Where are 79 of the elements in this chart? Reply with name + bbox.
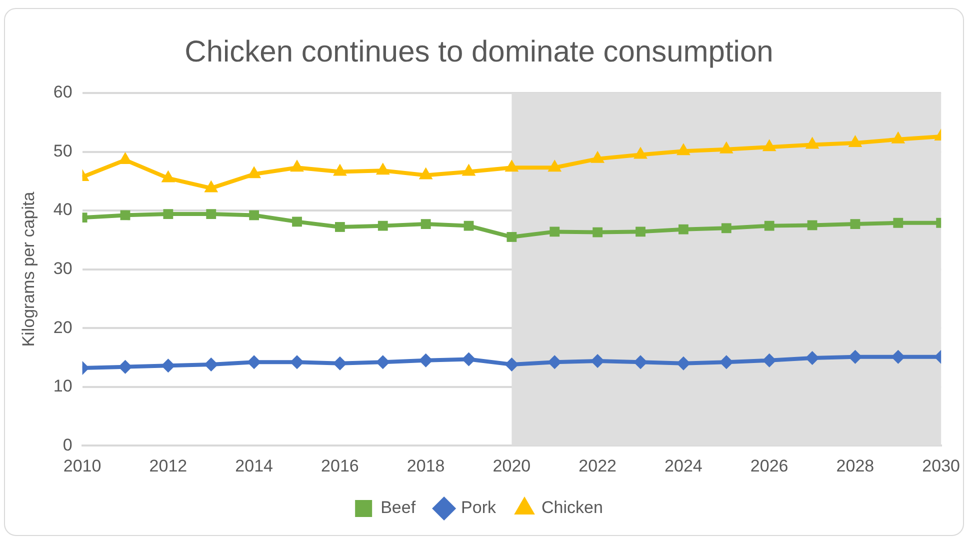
point (292, 216, 302, 227)
point (204, 358, 218, 372)
point (848, 134, 862, 147)
point (462, 164, 476, 176)
point (506, 232, 517, 242)
point (676, 143, 690, 156)
point (249, 210, 260, 220)
x-tick-label: 2028 (836, 456, 874, 476)
point (290, 355, 304, 370)
point (721, 223, 732, 234)
point (634, 355, 648, 370)
point (848, 350, 862, 364)
point (161, 170, 176, 182)
point (332, 356, 347, 370)
point (850, 219, 860, 229)
point (719, 141, 734, 154)
x-tick-label: 2014 (235, 456, 273, 476)
point (807, 220, 818, 230)
point (762, 353, 776, 368)
legend-label: Chicken (542, 498, 603, 518)
x-tick-label: 2018 (406, 456, 445, 476)
x-tick-label: 2022 (578, 456, 616, 476)
x-tick-label: 2024 (664, 456, 702, 476)
point (462, 352, 476, 366)
point (636, 226, 646, 237)
y-axis-title: Kilograms per capita (18, 191, 38, 347)
y-tick-label: 30 (53, 258, 72, 278)
point (206, 209, 216, 220)
chart-title: Chicken continues to dominate consumption (184, 35, 774, 68)
y-tick-label: 0 (62, 435, 72, 454)
point (376, 355, 390, 370)
point (333, 164, 347, 176)
point (676, 356, 690, 370)
legend-label: Beef (380, 498, 416, 518)
point (719, 355, 734, 370)
point (548, 355, 562, 370)
point (891, 131, 906, 144)
point (550, 226, 560, 237)
point (378, 220, 388, 231)
point (376, 162, 390, 175)
point (161, 358, 176, 373)
x-tick-label: 2020 (492, 456, 531, 476)
y-tick-label: 60 (53, 82, 72, 102)
point (893, 218, 904, 228)
point (504, 160, 519, 172)
y-tick-label: 20 (53, 318, 72, 337)
point (118, 360, 132, 374)
x-tick-label: 2016 (321, 456, 359, 476)
point (247, 355, 262, 370)
point (290, 160, 304, 172)
point (418, 353, 433, 368)
point (805, 136, 820, 149)
point (891, 350, 906, 364)
point (634, 146, 648, 159)
point (762, 139, 776, 152)
point (163, 209, 174, 220)
point (678, 224, 688, 234)
point (464, 220, 474, 231)
point (764, 220, 774, 231)
point (590, 354, 605, 368)
x-tick-label: 2026 (750, 456, 788, 476)
y-tick-label: 10 (53, 376, 72, 396)
x-tick-label: 2012 (149, 456, 188, 476)
point (548, 160, 562, 172)
y-tick-label: 50 (53, 141, 72, 160)
x-tick-label: 2010 (63, 456, 102, 476)
point (504, 358, 519, 372)
point (334, 222, 345, 232)
point (420, 219, 431, 229)
point (204, 180, 218, 192)
point (590, 150, 605, 163)
y-tick-label: 40 (53, 200, 72, 220)
legend-label: Pork (461, 498, 497, 518)
point (805, 351, 820, 366)
point (418, 167, 433, 180)
point (120, 210, 130, 220)
point (592, 227, 603, 238)
x-tick-label: 2030 (922, 456, 960, 476)
point (247, 166, 261, 178)
